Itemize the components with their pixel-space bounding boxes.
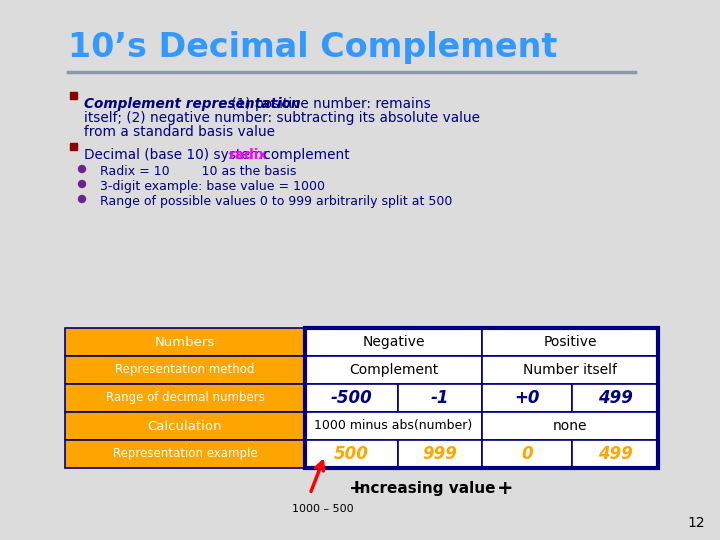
Text: Decimal (base 10) system:: Decimal (base 10) system:: [84, 148, 276, 162]
Text: Complement representation: Complement representation: [84, 97, 301, 111]
Circle shape: [78, 165, 86, 172]
Text: from a standard basis value: from a standard basis value: [84, 125, 275, 139]
Circle shape: [78, 180, 86, 187]
Text: itself; (2) negative number: subtracting its absolute value: itself; (2) negative number: subtracting…: [84, 111, 480, 125]
Text: Representation example: Representation example: [113, 448, 257, 461]
Bar: [482, 440, 572, 468]
Text: 12: 12: [688, 516, 705, 530]
Text: :  (1) positive number: remains: : (1) positive number: remains: [217, 97, 431, 111]
Text: Calculation: Calculation: [148, 420, 222, 433]
Text: 499: 499: [598, 445, 632, 463]
Bar: [65, 440, 305, 468]
Text: 499: 499: [598, 389, 632, 407]
Bar: [305, 440, 398, 468]
Text: none: none: [553, 419, 588, 433]
Bar: [70, 92, 77, 99]
Text: 999: 999: [423, 445, 457, 463]
Text: radix: radix: [228, 148, 268, 162]
Bar: [305, 412, 482, 440]
Bar: [482, 328, 658, 356]
Bar: [305, 384, 398, 412]
Text: −: −: [348, 478, 365, 497]
Text: Numbers: Numbers: [155, 335, 215, 348]
Text: Positive: Positive: [544, 335, 597, 349]
Bar: [482, 412, 658, 440]
Bar: [305, 356, 482, 384]
Circle shape: [78, 195, 86, 202]
Text: Range of possible values 0 to 999 arbitrarily split at 500: Range of possible values 0 to 999 arbitr…: [100, 195, 452, 208]
Text: +: +: [497, 478, 513, 497]
Text: Complement: Complement: [349, 363, 438, 377]
Text: 3-digit example: base value = 1000: 3-digit example: base value = 1000: [100, 180, 325, 193]
Bar: [482, 356, 658, 384]
Bar: [65, 384, 305, 412]
Bar: [305, 328, 658, 468]
Bar: [65, 328, 305, 356]
Text: 500: 500: [334, 445, 369, 463]
Bar: [572, 384, 658, 412]
Text: complement: complement: [259, 148, 350, 162]
Bar: [305, 328, 482, 356]
Text: 10’s Decimal Complement: 10’s Decimal Complement: [68, 31, 557, 64]
Text: Negative: Negative: [362, 335, 425, 349]
Bar: [70, 143, 77, 150]
Text: Representation method: Representation method: [115, 363, 255, 376]
Text: -500: -500: [330, 389, 372, 407]
Text: -1: -1: [431, 389, 449, 407]
Text: +0: +0: [514, 389, 540, 407]
Bar: [398, 440, 482, 468]
Text: 1000 – 500: 1000 – 500: [292, 504, 354, 514]
Text: 0: 0: [521, 445, 533, 463]
Text: Range of decimal numbers: Range of decimal numbers: [106, 392, 264, 404]
Bar: [572, 440, 658, 468]
Text: Increasing value: Increasing value: [354, 481, 496, 496]
Bar: [398, 384, 482, 412]
Text: Radix = 10        10 as the basis: Radix = 10 10 as the basis: [100, 165, 297, 178]
Bar: [65, 412, 305, 440]
Text: Number itself: Number itself: [523, 363, 617, 377]
Bar: [65, 356, 305, 384]
Bar: [482, 384, 572, 412]
Text: 1000 minus abs(number): 1000 minus abs(number): [315, 420, 472, 433]
